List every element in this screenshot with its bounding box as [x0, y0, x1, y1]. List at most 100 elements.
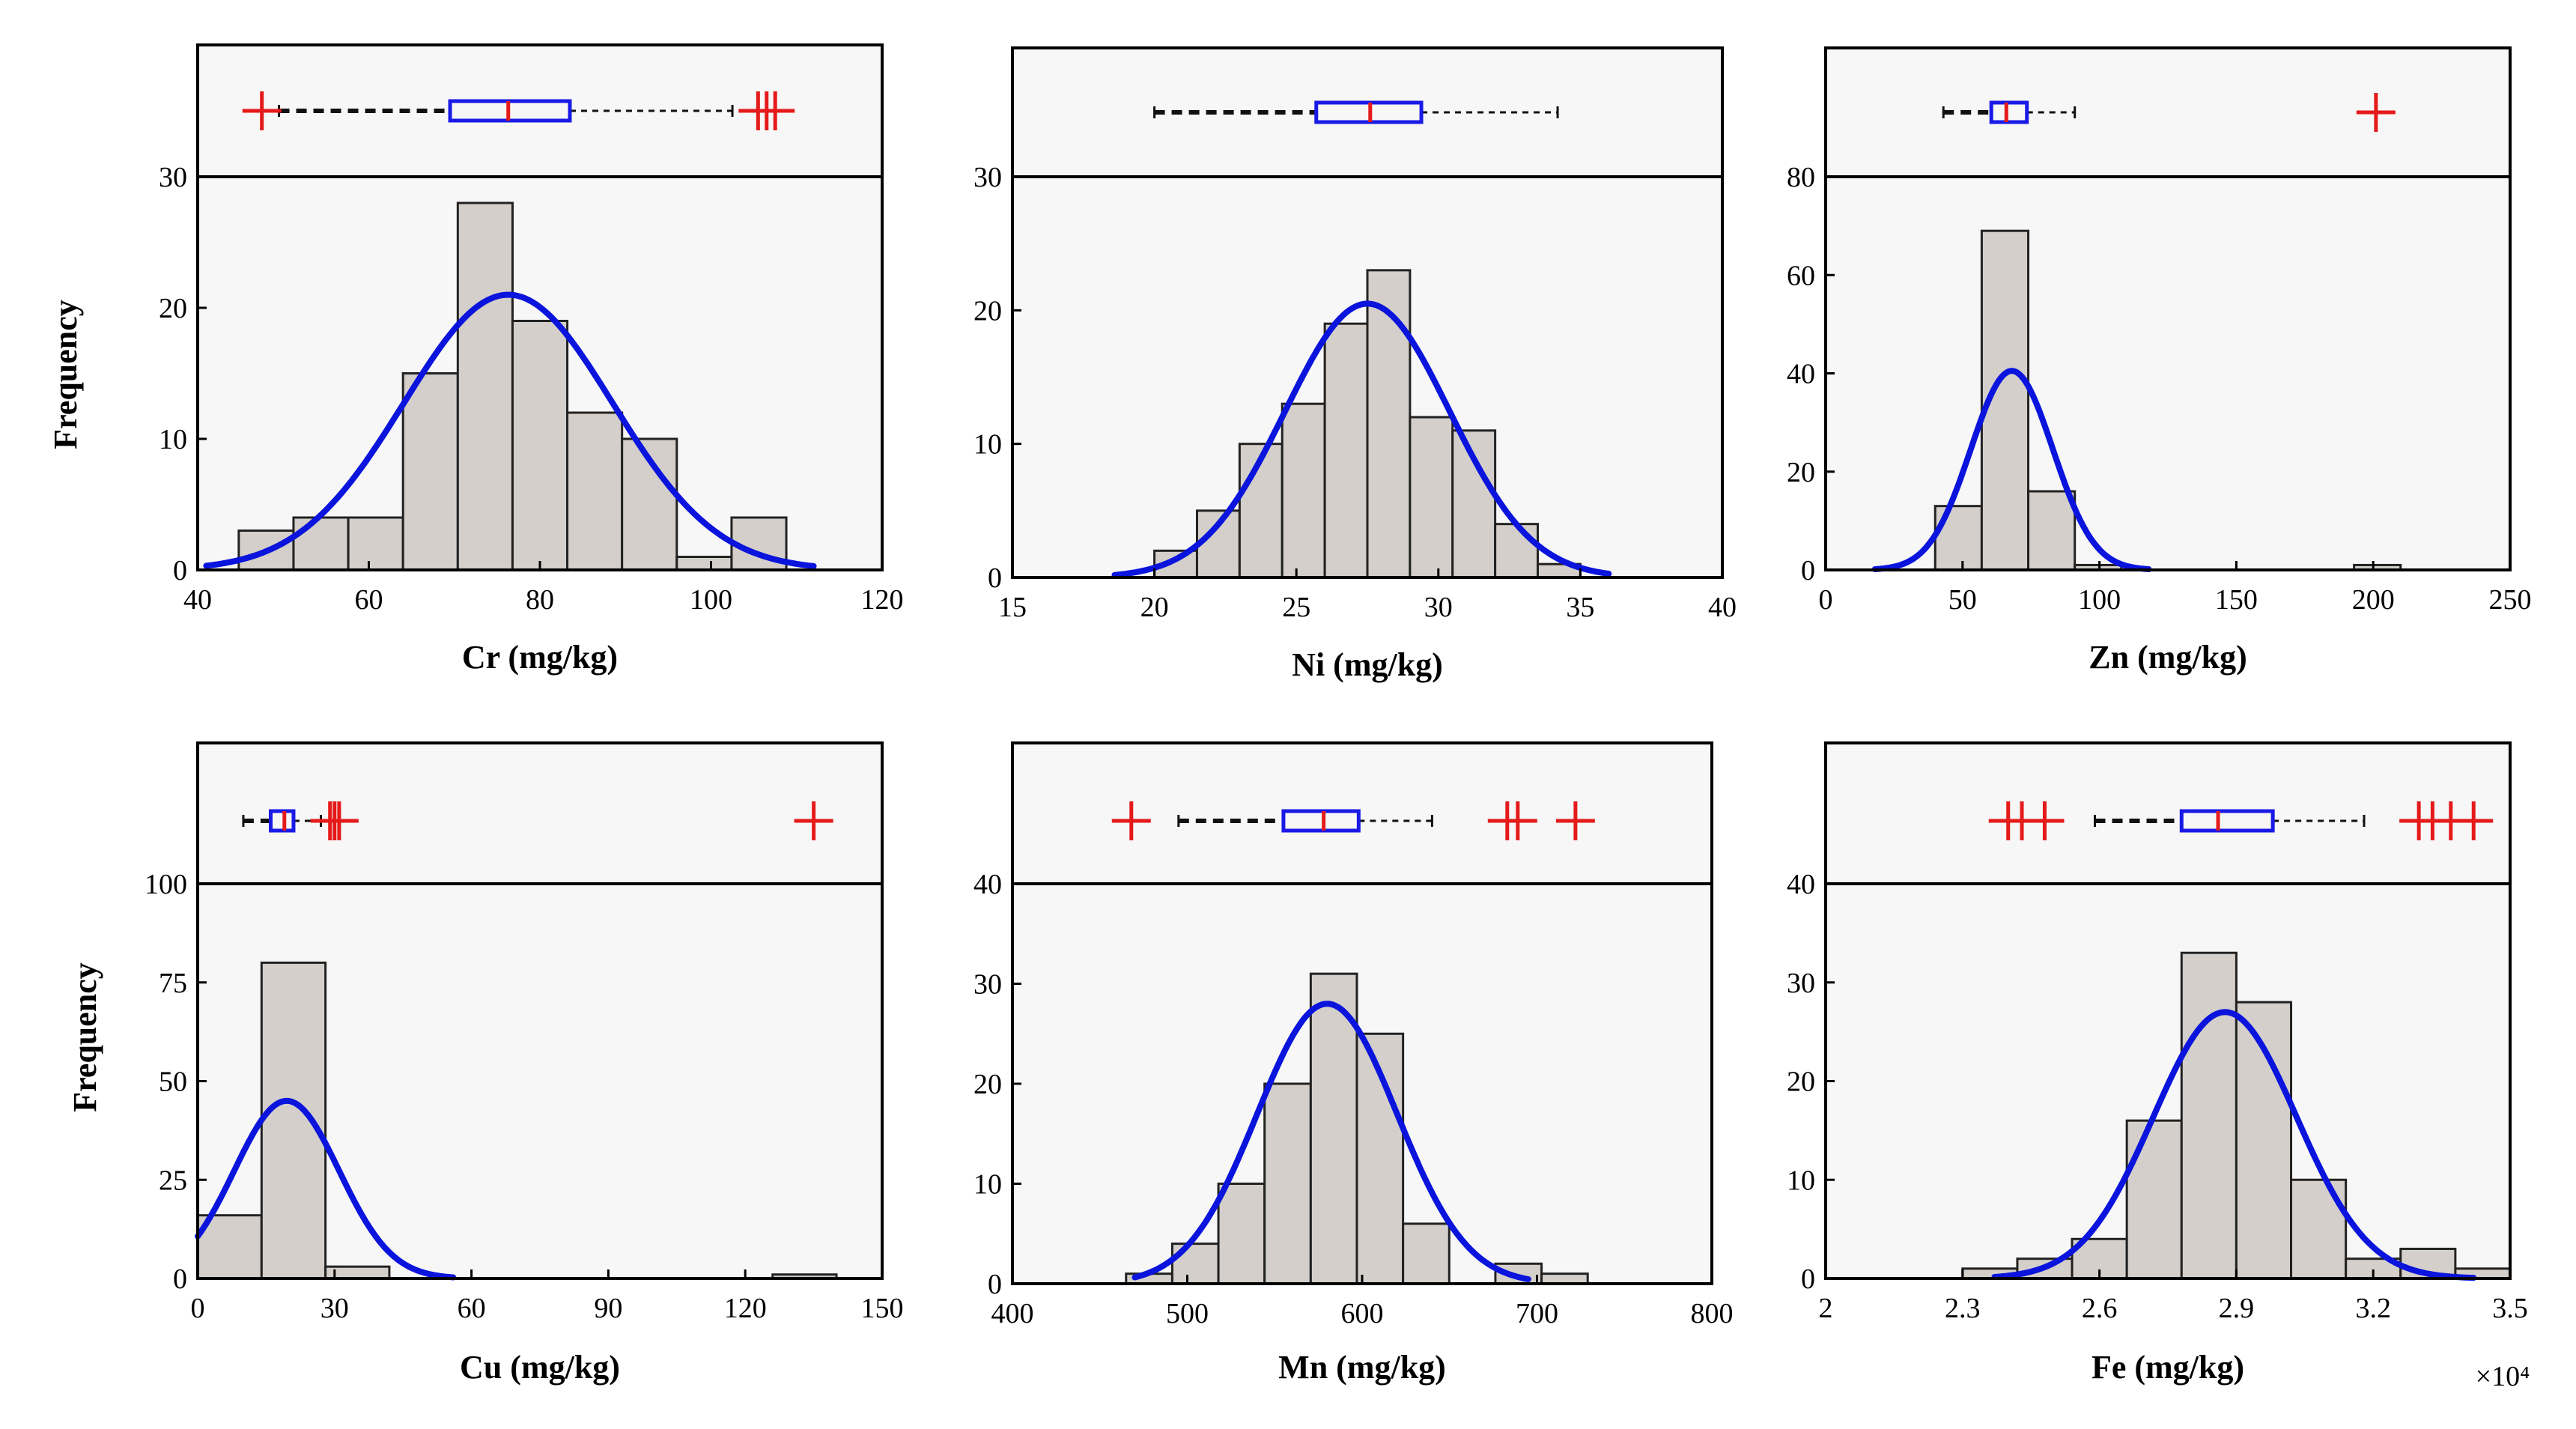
y-tick-label: 0	[1801, 1263, 1815, 1295]
histogram-bar	[511, 320, 569, 571]
x-tick-label: 2.9	[2219, 1293, 2255, 1324]
x-tick-label: 25	[1282, 592, 1310, 623]
histogram-bar	[1409, 416, 1454, 579]
x-axis-label: Fe (mg/kg)	[2092, 1349, 2244, 1386]
normal-fit-curve	[1871, 368, 2152, 572]
x-tick-label: 2.3	[1945, 1293, 1981, 1324]
chart-panel-5: 0 10 20 30 40 400 500 600 700 800 Mn (mg/kg)	[973, 741, 1734, 1386]
normal-fit-curve	[195, 1097, 457, 1281]
normal-fit-curve	[1111, 300, 1612, 578]
x-tick-label: 120	[861, 584, 904, 616]
y-tick-label: 0	[988, 1269, 1002, 1300]
x-tick-label: 250	[2489, 584, 2532, 616]
x-tick-label: 120	[724, 1293, 767, 1324]
normal-fit-curve	[203, 291, 817, 569]
x-tick-label: 40	[183, 584, 212, 616]
histogram-bar	[1217, 1183, 1266, 1285]
x-tick-label: 30	[321, 1293, 349, 1324]
x-axis-label: Mn (mg/kg)	[1278, 1349, 1446, 1386]
x-axis-label: Cu (mg/kg)	[460, 1349, 620, 1386]
x-tick-label: 3.2	[2355, 1293, 2391, 1324]
x-tick-label: 100	[690, 584, 732, 616]
histogram-bar	[1263, 1082, 1312, 1285]
y-tick-label: 10	[973, 429, 1002, 461]
normal-fit-curve	[1991, 1009, 2477, 1281]
x-axis-label: Zn (mg/kg)	[2089, 639, 2247, 676]
x-tick-label: 35	[1566, 592, 1594, 623]
histogram-bar	[2290, 1178, 2348, 1280]
chart-panel-6: 0 10 20 30 40 2 2.3 2.6 2.9 3.2 3.5 Fe (mg/kg) ×10⁴	[1787, 741, 2530, 1392]
x-tick-label: 400	[991, 1298, 1034, 1329]
x-tick-label: 600	[1341, 1298, 1384, 1329]
x-tick-label: 200	[2352, 584, 2395, 616]
x-tick-label: 100	[2078, 584, 2121, 616]
histogram-area	[1826, 177, 2510, 570]
boxplot-area	[1826, 743, 2510, 884]
y-tick-label: 10	[973, 1169, 1002, 1201]
x-tick-label: 700	[1516, 1298, 1558, 1329]
histogram-frame	[1011, 175, 1724, 579]
histogram-bar	[347, 516, 404, 571]
histogram-bar	[2125, 1119, 2183, 1280]
histogram-bar	[1323, 322, 1369, 579]
boxplot-box	[268, 809, 296, 833]
histogram-bar	[675, 556, 733, 571]
y-tick-label: 30	[973, 162, 1002, 193]
x-tick-label: 2	[1819, 1293, 1833, 1324]
x-tick-label: 15	[998, 592, 1027, 623]
x-tick-label: 2.6	[2082, 1293, 2118, 1324]
chart-panel-1: 0 10 20 30 40 60 80 100 120 Cr (mg/kg)	[159, 43, 904, 676]
boxplot-area	[198, 743, 882, 884]
histogram-bar	[1933, 505, 1983, 571]
histogram-bar	[1402, 1222, 1450, 1285]
boxplot-box	[2179, 809, 2275, 833]
y-tick-label: 30	[159, 162, 187, 193]
x-tick-label: 500	[1166, 1298, 1209, 1329]
histogram-bar	[401, 372, 459, 571]
x-axis-multiplier: ×10⁴	[2476, 1361, 2530, 1392]
x-tick-label: 60	[458, 1293, 486, 1324]
histogram-bar	[292, 516, 350, 571]
x-tick-label: 50	[1948, 584, 1977, 616]
y-tick-label: 0	[173, 1263, 187, 1295]
histogram-bar	[1540, 1272, 1589, 1285]
histogram-bar	[1238, 443, 1284, 579]
y-tick-label: 30	[1787, 968, 1815, 999]
y-tick-label: 25	[159, 1165, 187, 1196]
y-tick-label: 20	[973, 1069, 1002, 1100]
y-axis-label-bottom: Frequency	[67, 962, 103, 1112]
y-axis-label-top: Frequency	[47, 300, 84, 449]
y-tick-label: 40	[973, 869, 1002, 900]
y-tick-label: 40	[1787, 359, 1815, 390]
x-tick-label: 20	[1140, 592, 1169, 623]
y-tick-label: 10	[1787, 1165, 1815, 1196]
x-tick-label: 150	[2215, 584, 2258, 616]
histogram-bar	[1281, 402, 1326, 579]
y-tick-label: 30	[973, 969, 1002, 1001]
y-tick-label: 0	[988, 562, 1002, 594]
x-tick-label: 150	[861, 1293, 904, 1324]
normal-fit-curve	[1131, 1001, 1531, 1282]
y-tick-label: 75	[159, 968, 187, 999]
x-tick-label: 60	[355, 584, 383, 616]
y-tick-label: 50	[159, 1067, 187, 1098]
y-tick-label: 10	[159, 424, 187, 455]
boxplot-area	[1012, 743, 1712, 884]
x-tick-label: 80	[526, 584, 554, 616]
y-tick-label: 20	[1787, 1067, 1815, 1098]
x-tick-label: 30	[1424, 592, 1453, 623]
x-tick-label: 90	[594, 1293, 622, 1324]
histogram-bar	[566, 411, 624, 571]
chart-panel-3: 0 20 40 60 80 0 50 100 150 200 250 Zn (mg/kg)	[1787, 46, 2532, 676]
y-tick-label: 20	[1787, 457, 1815, 488]
y-tick-label: 0	[1801, 555, 1815, 586]
boxplot-box	[1989, 100, 2029, 124]
y-tick-label: 20	[973, 295, 1002, 327]
boxplot-box	[1281, 809, 1361, 833]
y-tick-label: 40	[1787, 869, 1815, 900]
y-tick-label: 80	[1787, 162, 1815, 193]
chart-panel-4: 0 25 50 75 100 0 30 60 90 120 150 Cu (mg/kg)	[145, 741, 904, 1386]
x-tick-label: 800	[1691, 1298, 1734, 1329]
histogram-bar	[1494, 523, 1540, 579]
